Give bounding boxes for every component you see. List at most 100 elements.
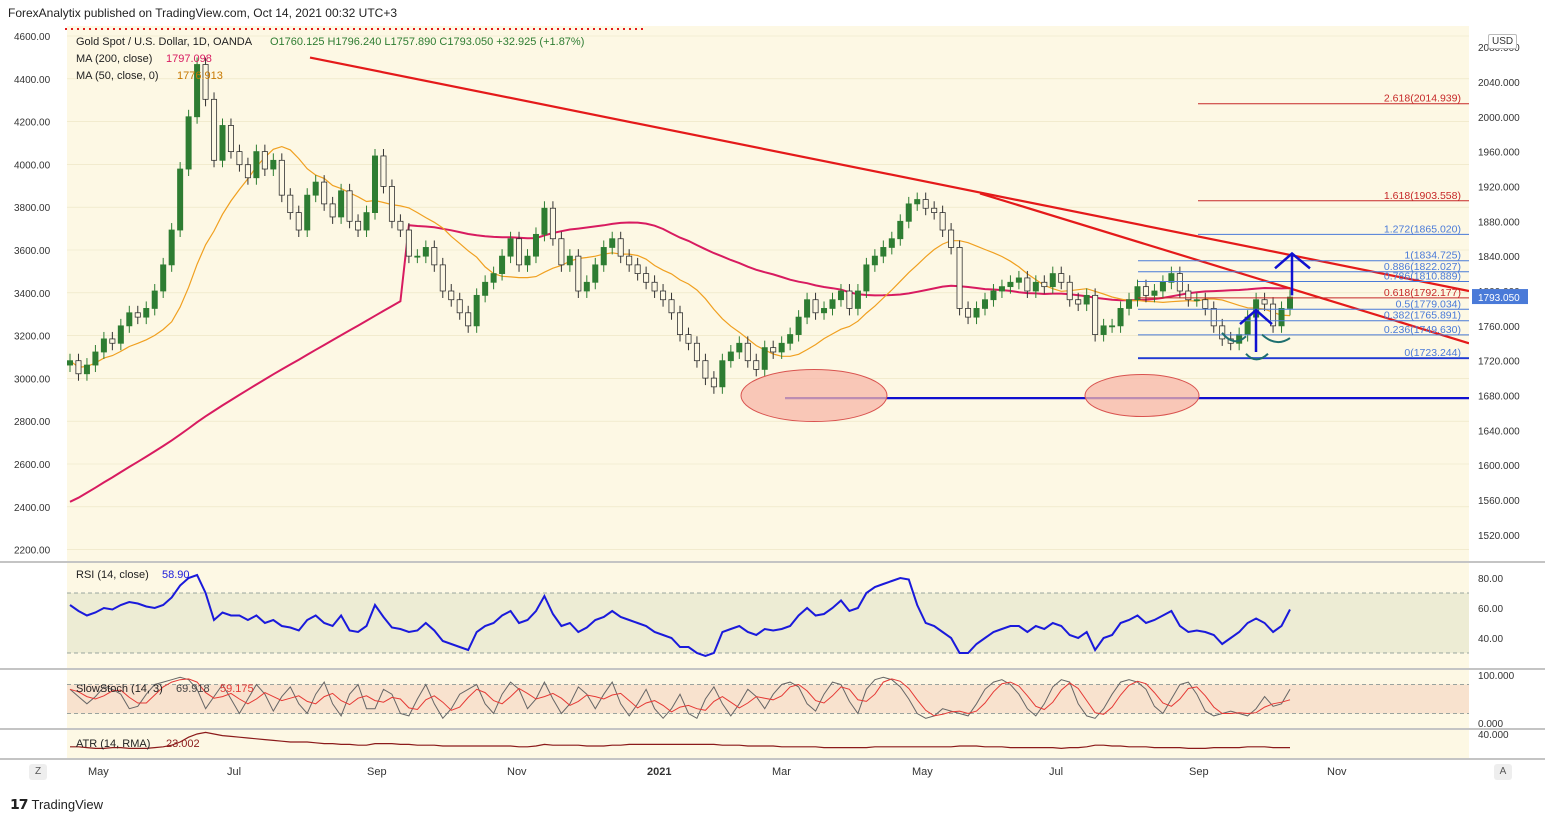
candle-body — [202, 64, 209, 100]
candle-body — [524, 255, 531, 266]
publish-info: ForexAnalytix published on TradingView.c… — [8, 6, 397, 20]
candle-body — [956, 247, 963, 309]
candle-body — [422, 247, 429, 257]
left-tick-label: 4600.00 — [14, 32, 51, 43]
candle-body — [1092, 294, 1099, 335]
fib-level-label: 1.272(1865.020) — [1384, 223, 1461, 235]
candle-body — [83, 364, 90, 375]
candle-body — [499, 255, 506, 274]
right-tick-label: 1520.000 — [1478, 531, 1520, 542]
stoch-label: SlowStoch (14, 3) — [76, 683, 163, 695]
tradingview-logo-icon: 𝟭𝟳 — [10, 796, 29, 812]
candle-body — [160, 264, 167, 292]
candle-body — [1075, 299, 1082, 305]
candle-body — [821, 308, 828, 314]
chart-area[interactable]: 2.618(2014.939) 1.618(1903.558) 1.272(1865… — [0, 0, 1545, 790]
x-tick-label: Jul — [227, 766, 241, 778]
x-tick-label: Mar — [772, 766, 791, 778]
stoch-k-line — [69, 676, 1291, 720]
candle-body — [482, 281, 489, 296]
candle-body — [75, 360, 82, 375]
left-tick-label: 4000.00 — [14, 160, 51, 171]
right-tick-label: 1840.000 — [1478, 252, 1520, 263]
ma50-value: 1776.913 — [177, 70, 223, 82]
candle-body — [914, 199, 921, 205]
stoch-d-value: 59.175 — [220, 683, 254, 695]
rsi-tick-label: 80.00 — [1478, 574, 1503, 585]
candle-body — [236, 151, 243, 166]
candle-body — [1193, 299, 1200, 302]
last-price-label: 1793.050 — [1478, 293, 1520, 304]
candle-body — [1049, 273, 1056, 288]
candle-body — [431, 247, 438, 266]
candle-body — [1185, 290, 1192, 301]
candle-body — [219, 125, 226, 161]
ma200-label: MA (200, close) — [76, 53, 152, 65]
candle-body — [651, 281, 658, 292]
candle-body — [880, 247, 887, 257]
x-tick-label: May — [88, 766, 109, 778]
candle-body — [507, 238, 514, 257]
candle-body — [295, 212, 302, 231]
right-tick-label: 1880.000 — [1478, 217, 1520, 228]
ohlc-label: O1760.125 H1796.240 L1757.890 C1793.050 … — [270, 36, 584, 48]
candle-body — [287, 194, 294, 213]
candle-body — [795, 316, 802, 335]
candle-body — [143, 308, 150, 318]
candle-body — [719, 360, 726, 388]
candle-body — [1024, 277, 1031, 292]
candle-body — [744, 342, 751, 362]
candle-body — [888, 238, 895, 248]
stoch-tick-label: 0.000 — [1478, 719, 1503, 730]
candle-body — [194, 64, 201, 118]
candle-body — [1151, 290, 1158, 296]
candle-body — [244, 164, 251, 179]
candle-body — [1083, 294, 1090, 305]
left-tick-label: 4400.00 — [14, 75, 51, 86]
breakout-arrow-icon — [1274, 251, 1311, 296]
candle-body — [812, 299, 819, 314]
candle-body — [321, 181, 328, 205]
right-tick-label: 1720.000 — [1478, 357, 1520, 368]
currency-badge[interactable]: USD — [1488, 34, 1518, 49]
candle-body — [346, 190, 353, 222]
candle-body — [702, 360, 709, 379]
candle-body — [837, 290, 844, 301]
candle-body — [100, 338, 107, 353]
candle-body — [1270, 303, 1277, 327]
candle-body — [804, 299, 811, 318]
fib-level-label: 0.886(1822.027) — [1384, 261, 1461, 273]
candle-body — [787, 334, 794, 344]
rsi-label: RSI (14, close) — [76, 569, 149, 581]
candle-body — [905, 203, 912, 222]
candle-body — [1117, 308, 1124, 327]
breakout-arrow-icon — [1239, 308, 1273, 352]
main-pane-background — [67, 26, 1469, 561]
candle-body — [677, 312, 684, 335]
candle-body — [329, 203, 336, 218]
left-tick-label: 2200.00 — [14, 546, 51, 557]
candle-body — [1142, 286, 1149, 296]
atr-label: ATR (14, RMA) — [76, 738, 150, 750]
right-tick-label: 1960.000 — [1478, 148, 1520, 159]
left-tick-label: 3000.00 — [14, 374, 51, 385]
candle-body — [1100, 325, 1107, 335]
candle-body — [1176, 273, 1183, 292]
candle-body — [380, 155, 387, 187]
candle-body — [973, 308, 980, 318]
resistance-trendline-2 — [979, 192, 1469, 345]
candle-body — [278, 159, 285, 196]
candle-body — [965, 308, 972, 318]
candle-body — [575, 255, 582, 292]
candle-body — [626, 255, 633, 266]
right-tick-label: 1760.000 — [1478, 322, 1520, 333]
candle-body — [897, 220, 904, 240]
left-tick-label: 2600.00 — [14, 460, 51, 471]
right-tick-label: 2040.000 — [1478, 78, 1520, 89]
left-tick-label: 3600.00 — [14, 246, 51, 257]
left-tick-label: 2400.00 — [14, 503, 51, 514]
auto-scale-button[interactable]: A — [1494, 764, 1512, 780]
atr-tick-label: 40.000 — [1478, 730, 1509, 741]
zoom-button[interactable]: Z — [29, 764, 47, 780]
